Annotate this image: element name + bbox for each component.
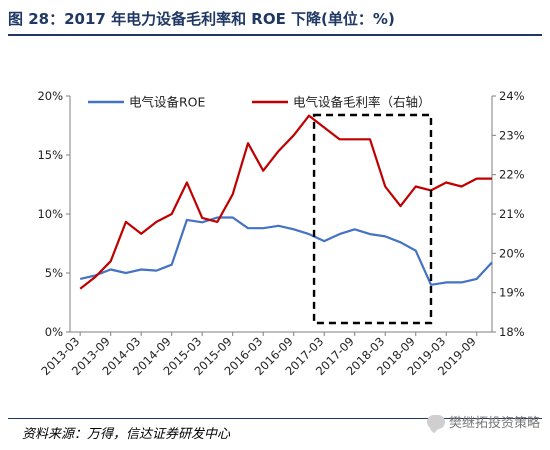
right-axis-tick-label: 22% bbox=[499, 168, 525, 182]
left-axis-tick-label: 15% bbox=[37, 148, 63, 162]
left-axis-tick-label: 10% bbox=[37, 207, 63, 221]
left-axis-tick-label: 20% bbox=[37, 89, 63, 103]
legend-label-roe: 电气设备ROE bbox=[129, 95, 206, 110]
legend: 电气设备ROE 电气设备毛利率（右轴） bbox=[88, 95, 431, 110]
right-axis-tick-label: 23% bbox=[499, 128, 525, 142]
left-axis-tick-label: 5% bbox=[45, 266, 63, 280]
right-axis-tick-label: 21% bbox=[499, 207, 525, 221]
series-line-gross-margin bbox=[79, 114, 492, 290]
watermark: 樊继拓投资策略 bbox=[426, 412, 540, 431]
wechat-icon bbox=[426, 414, 445, 429]
legend-label-gross-margin: 电气设备毛利率（右轴） bbox=[293, 95, 431, 110]
watermark-text: 樊继拓投资策略 bbox=[448, 416, 540, 431]
figure-title: 图 28：2017 年电力设备毛利率和 ROE 下降(单位：%) bbox=[8, 10, 395, 28]
footer-rule bbox=[8, 418, 542, 419]
right-axis-tick-label: 24% bbox=[499, 89, 525, 103]
source-note: 资料来源：万得，信达证券研发中心 bbox=[22, 427, 231, 442]
right-axis-tick-label: 20% bbox=[499, 246, 525, 260]
left-axis-tick-label: 0% bbox=[45, 325, 63, 339]
right-axis-tick-label: 18% bbox=[499, 325, 525, 339]
plot-area bbox=[79, 113, 493, 325]
highlight-box bbox=[312, 113, 433, 325]
axes: 0%5%10%15%20%18%19%20%21%22%23%24%2013-0… bbox=[37, 89, 524, 378]
right-axis-tick-label: 19% bbox=[499, 286, 525, 300]
title-rule bbox=[8, 34, 542, 36]
series-line-roe bbox=[79, 216, 493, 286]
